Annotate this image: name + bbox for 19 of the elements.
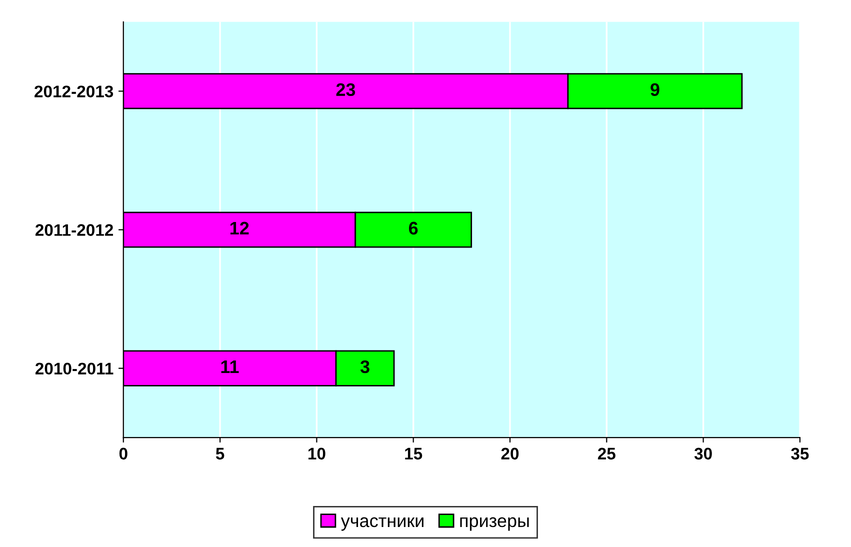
x-tick-label: 5 <box>216 448 224 460</box>
x-tick-label: 25 <box>598 448 616 460</box>
x-tick-label: 15 <box>405 448 422 460</box>
data-label: 11 <box>221 360 239 373</box>
x-tick-label: 35 <box>791 448 809 460</box>
x-tick-label: 20 <box>501 448 519 460</box>
y-tick-label: 2012-2013 <box>34 86 114 98</box>
x-tick-label: 10 <box>308 448 326 460</box>
x-tick-label: 0 <box>119 448 128 460</box>
y-tick-label: 2010-2011 <box>35 362 114 375</box>
data-label: 3 <box>360 360 370 374</box>
data-label: 12 <box>230 222 249 234</box>
data-label: 9 <box>650 83 660 96</box>
data-label: 6 <box>408 222 418 235</box>
legend-label: призеры <box>460 517 529 531</box>
x-tick-label: 30 <box>694 448 712 460</box>
data-label: 23 <box>336 83 356 96</box>
legend-label: участники <box>340 517 424 531</box>
y-tick-label: 2011-2012 <box>35 224 114 236</box>
